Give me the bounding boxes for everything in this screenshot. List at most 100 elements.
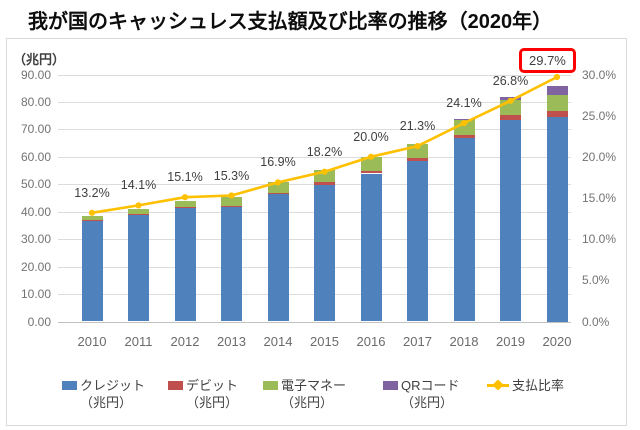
line-marker-2014 <box>274 179 282 186</box>
bar-2013-emoney <box>221 197 242 206</box>
line-marker-2020 <box>553 73 561 81</box>
data-label-2018: 24.1% <box>446 96 482 111</box>
line-marker-2017 <box>414 143 421 150</box>
left-axis-unit-label: （兆円） <box>13 52 66 67</box>
x-axis-label-2011: 2011 <box>124 334 153 349</box>
x-axis-label-2013: 2013 <box>217 334 246 349</box>
x-axis-label-2015: 2015 <box>310 334 339 349</box>
line-marker-2018 <box>460 120 468 127</box>
legend-label-emoney: 電子マネー （兆円） <box>281 378 347 410</box>
y-axis-tick-left: 80.00 <box>20 94 51 109</box>
y-axis-tick-right: 5.0% <box>582 273 610 288</box>
y-axis-tick-right: 0.0% <box>582 314 610 329</box>
data-label-2017: 21.3% <box>399 119 436 134</box>
bar-2017-debit <box>407 158 428 162</box>
bar-2016-debit <box>360 170 382 174</box>
bar-2016-emoney <box>360 156 382 171</box>
legend-item-emoney: 電子マネー （兆円） <box>263 377 346 411</box>
legend-swatch-debit <box>168 381 183 390</box>
y-axis-tick-right: 20.0% <box>582 149 617 164</box>
y-axis-tick-left: 60.00 <box>20 149 51 164</box>
bar-2012-debit <box>174 206 196 208</box>
bar-2020-credit <box>546 117 568 322</box>
legend-item-credit: クレジット （兆円） <box>62 377 145 411</box>
payment-ratio-line <box>88 73 561 216</box>
legend-item-qr: QRコード （兆円） <box>383 377 460 411</box>
bar-2010-emoney <box>81 215 103 220</box>
legend-label-credit: クレジット （兆円） <box>80 378 146 410</box>
y-axis-tick-left: 90.00 <box>20 67 51 82</box>
legend-swatch-qr <box>383 381 398 390</box>
gridline <box>58 156 571 158</box>
gridline <box>58 74 571 76</box>
bar-2020-emoney <box>546 94 568 111</box>
y-axis-tick-right: 25.0% <box>582 108 617 123</box>
line-marker-2013 <box>228 192 235 199</box>
bar-2017-credit <box>407 161 428 322</box>
x-axis-label-2017: 2017 <box>403 334 432 349</box>
y-axis-tick-left: 40.00 <box>20 204 51 219</box>
data-label-2014: 16.9% <box>260 155 296 170</box>
gridline <box>58 101 571 103</box>
data-label-2015: 18.2% <box>306 144 343 159</box>
bar-2013-debit <box>221 205 242 207</box>
bar-2010-credit <box>81 220 103 322</box>
legend-label-qr: QRコード （兆円） <box>401 378 460 410</box>
x-axis-line <box>58 321 571 323</box>
highlight-box: 29.7% <box>519 48 576 73</box>
legend-line-marker-icon <box>487 379 509 391</box>
bar-2016-credit <box>360 173 382 322</box>
x-axis-label-2019: 2019 <box>496 334 525 349</box>
data-label-2016: 20.0% <box>353 129 389 144</box>
line-marker-2010 <box>88 209 96 216</box>
x-axis-label-2018: 2018 <box>449 334 479 349</box>
legend: クレジット （兆円） デビット （兆円） 電子マネー （兆円） QRコード （兆円） 支… <box>7 377 628 423</box>
legend-label-ratio: 支払比率 <box>512 378 565 393</box>
legend-swatch-emoney <box>263 381 278 390</box>
gridline <box>58 129 571 131</box>
chart-title: 我が国のキャッシュレス支払額及び比率の推移（2020年） <box>28 11 553 33</box>
bar-2011-credit <box>128 214 149 322</box>
bar-2012-emoney <box>174 201 196 207</box>
data-label-2013: 15.3% <box>213 168 250 183</box>
bar-2014-credit <box>267 194 289 322</box>
y-axis-tick-right: 10.0% <box>582 232 617 247</box>
bar-2011-debit <box>128 213 149 215</box>
bar-2018-qr <box>453 119 475 120</box>
legend-line-icon-diamond <box>492 379 504 391</box>
bar-2013-credit <box>221 206 242 322</box>
bar-2018-debit <box>453 134 475 139</box>
data-label-2011: 14.1% <box>120 178 157 193</box>
line-marker-2015 <box>321 168 328 175</box>
bar-2020-debit <box>546 111 568 117</box>
line-marker-2016 <box>367 153 375 160</box>
x-axis-label-2016: 2016 <box>356 334 386 349</box>
y-axis-tick-right: 15.0% <box>582 191 617 205</box>
bar-2015-credit <box>314 184 335 322</box>
y-axis-tick-right: 30.0% <box>582 67 617 82</box>
bar-2012-credit <box>174 207 196 322</box>
x-axis-label-2012: 2012 <box>170 334 200 349</box>
bar-2014-debit <box>267 193 289 195</box>
bar-2014-emoney <box>267 182 289 194</box>
bar-2018-emoney <box>453 119 475 135</box>
y-axis-tick-left: 50.00 <box>20 177 51 192</box>
x-axis-label-2014: 2014 <box>263 334 293 349</box>
bar-2018-credit <box>453 138 475 322</box>
y-axis-tick-left: 0.00 <box>27 314 51 329</box>
y-axis-tick-left: 10.00 <box>20 287 51 302</box>
x-axis-label-2010: 2010 <box>77 334 107 349</box>
y-axis-tick-left: 20.00 <box>20 259 51 274</box>
line-marker-2011 <box>135 202 142 209</box>
highlighted-data-label: 29.7% <box>529 53 566 68</box>
x-axis-label-2020: 2020 <box>542 334 572 349</box>
bar-2019-credit <box>500 120 521 322</box>
bar-2020-qr <box>546 85 568 95</box>
line-marker-2019 <box>507 97 514 104</box>
data-label-2012: 15.1% <box>167 170 203 185</box>
data-label-2019: 26.8% <box>492 73 529 88</box>
bar-2015-debit <box>314 182 335 185</box>
chart-area: （兆円） 90.00 80.00 70.00 60.00 50.00 40.00 30.00… <box>6 38 627 426</box>
legend-item-ratio: 支払比率 <box>487 377 564 394</box>
